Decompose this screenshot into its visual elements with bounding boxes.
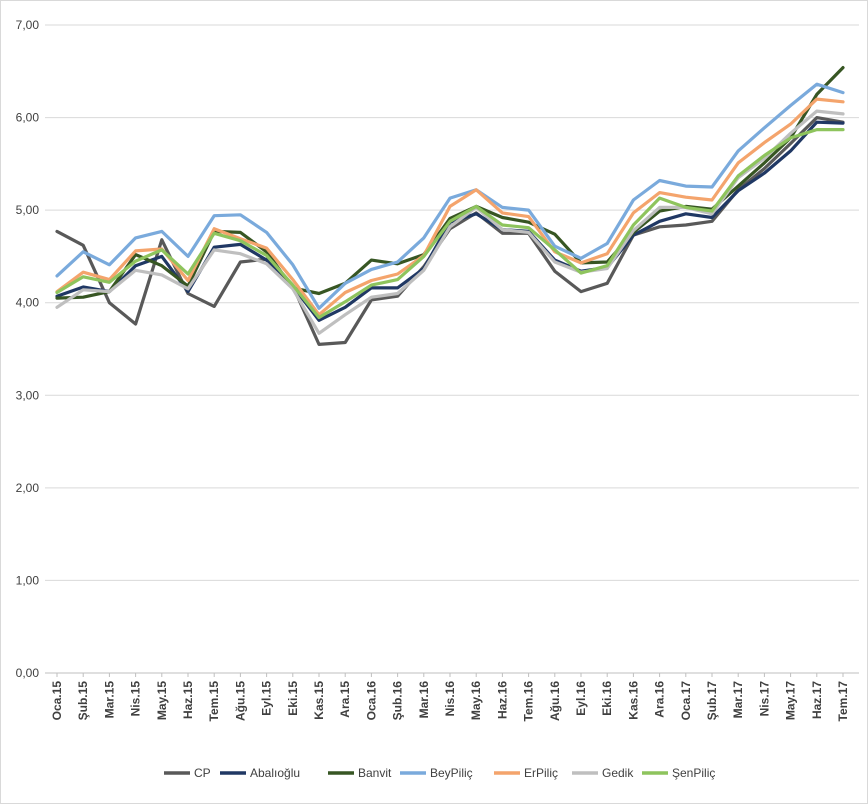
- x-tick-label: May.16: [469, 681, 483, 720]
- legend-label: BeyPiliç: [430, 766, 473, 780]
- y-tick-label: 1,00: [16, 573, 40, 587]
- x-tick-label: Eki.16: [600, 681, 614, 716]
- y-tick-label: 5,00: [16, 203, 40, 217]
- series-line-CP: [55, 115, 845, 346]
- x-tick-label: Eyl.16: [574, 681, 588, 716]
- x-tick-label: Eki.15: [286, 681, 300, 716]
- y-tick-label: 3,00: [16, 388, 40, 402]
- legend-item: CP: [164, 766, 211, 780]
- legend-label: ErPiliç: [524, 766, 558, 780]
- series-line-ErPiliç: [55, 97, 845, 317]
- x-tick-label: Ağu.16: [548, 681, 562, 721]
- x-tick-label: Oca.16: [364, 681, 378, 721]
- x-tick-label: Ara.16: [653, 681, 667, 718]
- legend-label: ŞenPiliç: [672, 766, 715, 780]
- x-tick-label: Kas.16: [626, 681, 640, 720]
- legend: CP Abalıoğlu Banvit BeyPiliç ErPiliç Gedik Şen…: [164, 766, 715, 780]
- x-tick-label: Kas.15: [312, 681, 326, 720]
- x-axis-ticks: Oca.15 Şub.15 Mar.15 Nis.15 May.15 Haz.15 Tem.…: [50, 673, 850, 721]
- series-line-ŞenPiliç: [55, 128, 845, 320]
- legend-label: Gedik: [602, 766, 634, 780]
- legend-item: Gedik: [572, 766, 634, 780]
- x-tick-label: Şub.15: [76, 681, 90, 721]
- x-tick-label: Ara.15: [338, 681, 352, 718]
- legend-item: ErPiliç: [494, 766, 558, 780]
- y-tick-label: 7,00: [16, 18, 40, 32]
- x-tick-label: May.15: [155, 681, 169, 720]
- legend-label: Abalıoğlu: [250, 766, 300, 780]
- x-tick-label: Mar.15: [102, 681, 116, 719]
- x-tick-label: Şub.17: [705, 681, 719, 721]
- legend-item: Abalıoğlu: [220, 766, 300, 780]
- y-tick-label: 2,00: [16, 481, 40, 495]
- x-tick-label: Tem.15: [207, 681, 221, 722]
- x-tick-label: Nis.15: [129, 681, 143, 717]
- legend-item: ŞenPiliç: [642, 766, 715, 780]
- x-tick-label: Oca.15: [50, 681, 64, 721]
- x-tick-label: Nis.17: [757, 681, 771, 717]
- x-tick-label: Haz.15: [181, 681, 195, 719]
- series-line-Gedik: [55, 109, 845, 335]
- legend-item: BeyPiliç: [400, 766, 473, 780]
- series-line-BeyPiliç: [55, 82, 845, 310]
- legend-item: Banvit: [328, 766, 392, 780]
- x-tick-label: Haz.16: [495, 681, 509, 719]
- legend-label: CP: [194, 766, 211, 780]
- x-tick-label: Nis.16: [443, 681, 457, 717]
- x-tick-label: Ağu.15: [233, 681, 247, 721]
- gridlines: [45, 24, 859, 674]
- legend-label: Banvit: [358, 766, 392, 780]
- x-tick-label: Mar.17: [731, 681, 745, 719]
- x-tick-label: Eyl.15: [260, 681, 274, 716]
- y-axis-ticks: 0,00 1,00 2,00 3,00 4,00 5,00 6,00 7,00: [16, 18, 40, 680]
- y-tick-label: 4,00: [16, 296, 40, 310]
- x-tick-label: Şub.16: [391, 681, 405, 721]
- x-tick-label: Tem.16: [522, 681, 536, 722]
- x-tick-label: Oca.17: [679, 681, 693, 721]
- y-tick-label: 6,00: [16, 111, 40, 125]
- series-lines: [55, 65, 845, 346]
- x-tick-label: May.17: [784, 681, 798, 720]
- x-tick-label: Tem.17: [836, 681, 850, 722]
- x-tick-label: Haz.17: [810, 681, 824, 719]
- x-tick-label: Mar.16: [417, 681, 431, 719]
- y-tick-label: 0,00: [16, 666, 40, 680]
